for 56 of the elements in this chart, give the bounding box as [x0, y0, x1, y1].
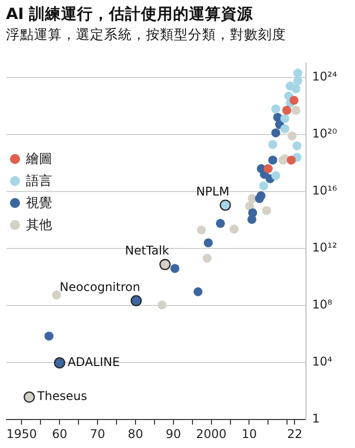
y-tick-label: 10²⁰: [312, 126, 338, 141]
point: [44, 332, 54, 341]
annotation: NPLM: [196, 184, 230, 198]
annotation: Neocognitron: [60, 280, 140, 294]
x-tick-label: 60: [52, 426, 68, 441]
point: [271, 128, 280, 138]
point: [282, 106, 292, 115]
point: [293, 68, 302, 78]
annotation: NetTalk: [124, 244, 170, 258]
point: [268, 140, 278, 149]
point: [286, 156, 296, 165]
x-tick-label: 1950: [6, 426, 37, 441]
chart-title: AI 訓練運行，估計使用的運算資源: [6, 4, 254, 25]
y-tick-label: 10²⁴: [312, 70, 338, 84]
point: [280, 114, 290, 124]
point: [288, 131, 297, 140]
y-tick-label: 10⁴: [312, 354, 332, 369]
point: [291, 106, 300, 115]
legend-label: 語言: [26, 173, 52, 190]
point: [248, 208, 258, 218]
chart-subtitle: 浮點運算，選定系統，按類型分類，對數刻度: [6, 26, 286, 44]
point: [157, 300, 166, 310]
point: [262, 206, 272, 216]
y-tick-label: 10¹⁶: [312, 184, 338, 198]
point: [264, 164, 273, 174]
annotation: ADALINE: [68, 355, 120, 370]
annotation: Theseus: [36, 389, 88, 404]
x-tick-label: 2000: [196, 426, 227, 441]
point: [291, 84, 300, 94]
point: [259, 181, 268, 190]
point: [202, 254, 212, 263]
point: [230, 224, 239, 234]
point: [52, 290, 62, 300]
legend-label: 視覺: [26, 195, 52, 212]
x-tick-label: 90: [166, 426, 182, 441]
point: [204, 238, 213, 248]
y-tick-label: 1: [312, 412, 320, 426]
point: [292, 141, 302, 150]
x-tick-label: 10: [242, 426, 257, 441]
y-tick-label: 10⁸: [312, 298, 332, 312]
point: [194, 287, 203, 296]
x-tick-label: 22: [287, 426, 302, 441]
point: [280, 124, 290, 134]
point: [216, 218, 225, 228]
point: [271, 171, 280, 180]
point: [196, 225, 206, 234]
point: [289, 96, 298, 105]
point: [170, 264, 180, 273]
point: [268, 156, 278, 165]
point: [256, 191, 266, 200]
x-tick-label: 80: [128, 426, 144, 441]
y-tick-label: 10¹²: [312, 240, 338, 255]
x-tick-label: 70: [90, 426, 106, 441]
point: [271, 104, 280, 114]
legend-label: 其他: [26, 217, 52, 234]
legend-label: 繪圖: [26, 151, 52, 168]
